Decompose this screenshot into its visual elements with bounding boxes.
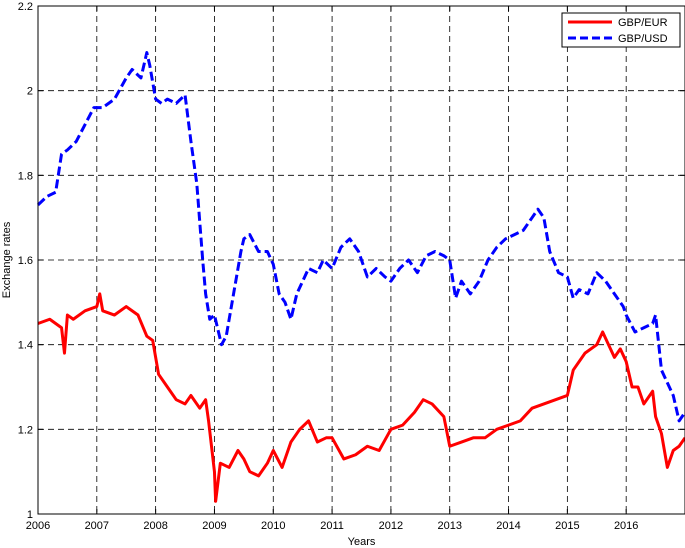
legend-label-gbp-eur: GBP/EUR <box>618 17 668 29</box>
y-tick-label: 1.2 <box>18 424 33 436</box>
series-layer <box>36 51 685 503</box>
legend: GBP/EUR GBP/USD <box>561 12 681 48</box>
series-line-gbp-eur <box>37 292 685 503</box>
x-tick-label: 2010 <box>261 520 285 532</box>
y-tick-label: 1.8 <box>18 170 33 182</box>
y-tick-label: 1 <box>27 509 33 521</box>
x-axis-label: Years <box>348 536 376 548</box>
y-axis-label: Exchange rates <box>1 221 13 298</box>
legend-label-gbp-usd: GBP/USD <box>618 33 668 45</box>
y-tick-label: 2.2 <box>18 1 33 13</box>
y-tick-label: 1.4 <box>18 340 33 352</box>
x-tick-label: 2009 <box>202 520 226 532</box>
x-tick-label: 2008 <box>143 520 167 532</box>
legend-box <box>561 12 681 48</box>
x-tick-label: 2011 <box>320 520 344 532</box>
series-line-gbp-usd <box>36 51 685 423</box>
y-tick-label: 1.6 <box>18 255 33 267</box>
x-tick-label: 2016 <box>614 520 638 532</box>
x-tick-label: 2013 <box>437 520 461 532</box>
x-tick-label: 2006 <box>26 520 50 532</box>
y-tick-label: 2 <box>27 86 33 98</box>
x-tick-label: 2014 <box>496 520 520 532</box>
x-tick-label: 2007 <box>85 520 109 532</box>
ticks-layer: 2006 2007 2008 2009 2010 2011 2012 2013 2014 2015… <box>18 1 685 532</box>
x-tick-label: 2015 <box>555 520 579 532</box>
x-tick-label: 2012 <box>379 520 403 532</box>
